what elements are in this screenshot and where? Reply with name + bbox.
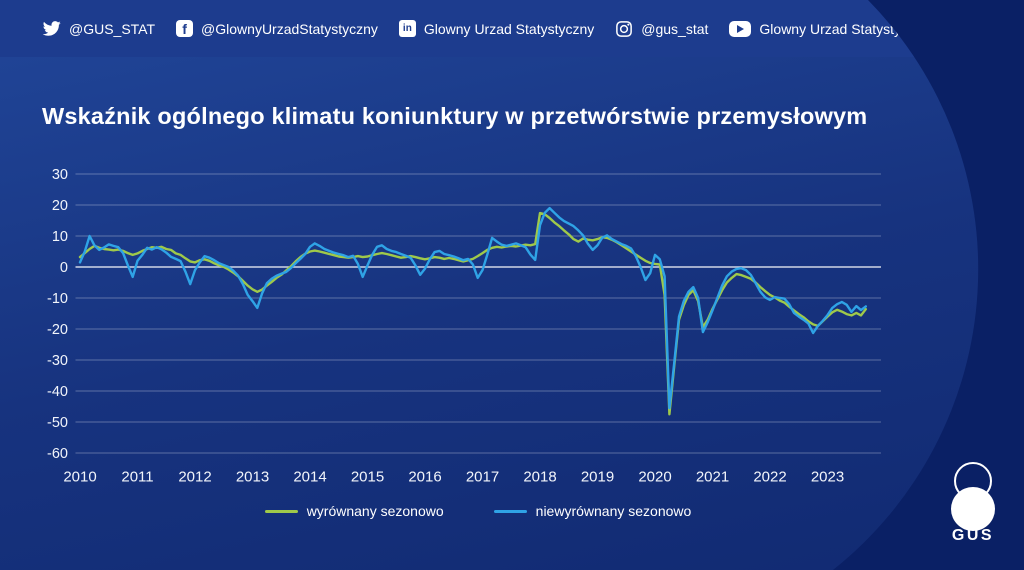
y-axis-tick-label: -20 xyxy=(47,322,68,338)
y-axis-tick-label: 0 xyxy=(60,260,68,276)
chart-legend: wyrównany sezonowo niewyrównany sezonowo xyxy=(75,503,881,519)
x-axis-tick-label: 2012 xyxy=(178,469,211,486)
series-line xyxy=(78,211,867,416)
y-axis-tick-label: 10 xyxy=(52,229,68,245)
x-axis-tick-label: 2016 xyxy=(408,469,441,486)
facebook-icon: f xyxy=(176,20,194,37)
y-axis-tick-label: -50 xyxy=(47,415,68,431)
linkedin-icon: in xyxy=(398,20,416,37)
legend-label: niewyrównany sezonowo xyxy=(535,503,692,519)
x-axis-tick-label: 2010 xyxy=(63,469,96,486)
x-axis-tick-label: 2015 xyxy=(351,469,384,486)
series-line xyxy=(78,206,867,410)
y-axis-tick-label: -60 xyxy=(47,446,68,462)
x-axis-tick-label: 2017 xyxy=(466,469,499,486)
gus-logo-text: GUS xyxy=(951,527,995,544)
x-axis-tick-label: 2023 xyxy=(811,469,844,486)
y-axis-tick-label: -30 xyxy=(47,353,68,369)
gus-logo-outline-circle-icon xyxy=(954,462,992,500)
social-link-facebook[interactable]: f @GlownyUrzadStatystyczny xyxy=(176,20,378,37)
social-link-instagram[interactable]: @gus_stat xyxy=(615,20,708,38)
y-axis-tick-label: 30 xyxy=(52,167,68,183)
x-axis-tick-label: 2013 xyxy=(236,469,269,486)
x-axis-tick-label: 2014 xyxy=(293,469,326,486)
blue-line-swatch xyxy=(493,509,527,513)
legend-item-seasonally-adjusted: wyrównany sezonowo xyxy=(264,503,444,519)
x-axis-tick-label: 2022 xyxy=(753,469,786,486)
social-handle: @GUS_STAT xyxy=(69,20,156,37)
y-axis-tick-label: 20 xyxy=(52,198,68,214)
social-handle: @gus_stat xyxy=(641,20,709,37)
social-link-linkedin[interactable]: in Glowny Urzad Statystyczny xyxy=(398,20,595,37)
social-link-twitter[interactable]: @GUS_STAT xyxy=(42,19,155,38)
green-line-swatch xyxy=(264,509,298,513)
legend-label: wyrównany sezonowo xyxy=(306,503,444,519)
instagram-icon xyxy=(615,20,633,38)
y-axis-tick-label: -10 xyxy=(47,291,68,307)
x-axis-tick-label: 2019 xyxy=(581,469,614,486)
x-axis-tick-label: 2021 xyxy=(696,469,729,486)
twitter-icon xyxy=(42,19,61,38)
youtube-icon xyxy=(729,20,752,37)
page-title: Wskaźnik ogólnego klimatu koniunktury w … xyxy=(42,102,868,129)
x-axis-tick-label: 2011 xyxy=(121,469,153,486)
legend-item-unadjusted: niewyrównany sezonowo xyxy=(493,503,692,519)
x-axis-tick-label: 2020 xyxy=(638,469,671,486)
social-handle: Glowny Urzad Statystyczny xyxy=(423,20,595,37)
y-axis-tick-label: -40 xyxy=(47,384,68,400)
x-axis-tick-label: 2018 xyxy=(523,469,556,486)
social-handle: @GlownyUrzadStatystyczny xyxy=(201,20,378,37)
